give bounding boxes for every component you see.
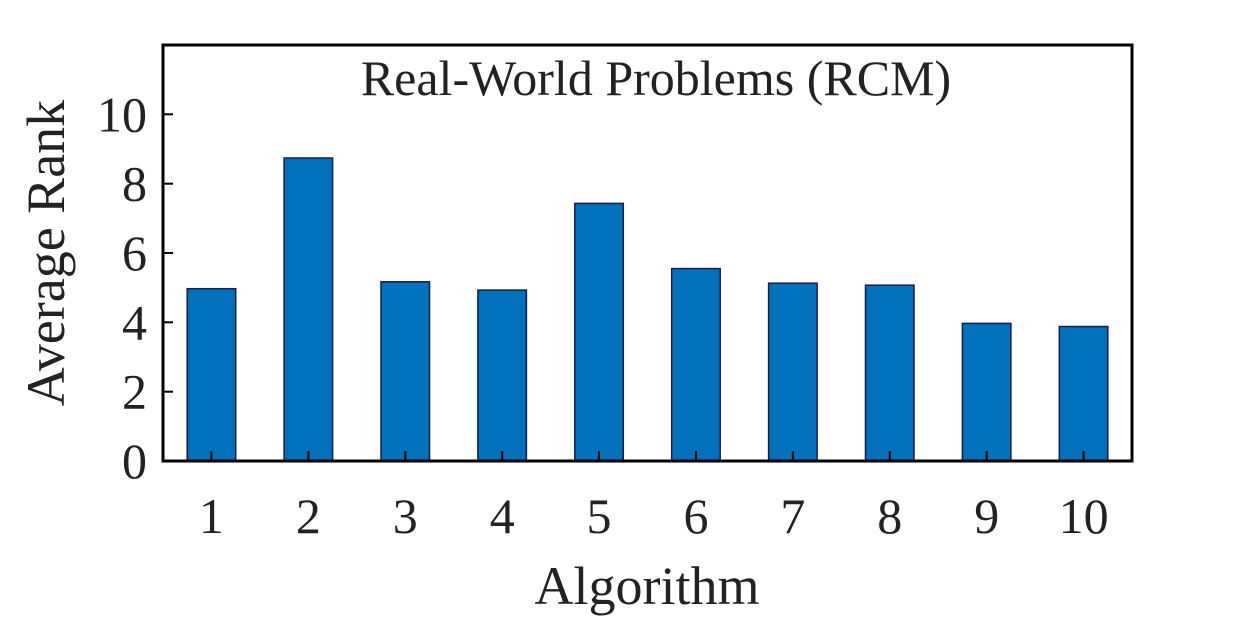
- x-tick-label: 3: [393, 488, 418, 544]
- chart-title: Real-World Problems (RCM): [361, 50, 951, 106]
- y-tick-label: 4: [122, 294, 147, 350]
- bar-algorithm-4: [477, 289, 528, 462]
- bar-algorithm-9: [961, 322, 1012, 462]
- x-tick-label: 2: [296, 488, 321, 544]
- ticks-group: 1 2 3 4 5 6 7 8 9 10 0 2 4 6 8 10: [97, 86, 1109, 544]
- x-tick-label: 5: [587, 488, 612, 544]
- x-axis-label: Algorithm: [535, 556, 760, 616]
- y-tick-label: 0: [122, 433, 147, 489]
- x-tick-label: 7: [780, 488, 805, 544]
- bar-algorithm-2: [283, 157, 334, 462]
- bar-algorithm-6: [670, 267, 721, 462]
- x-tick-label: 6: [684, 488, 709, 544]
- x-tick-label: 9: [974, 488, 999, 544]
- bar-algorithm-5: [574, 202, 625, 462]
- x-tick-label: 4: [490, 488, 515, 544]
- bar-algorithm-7: [767, 282, 818, 462]
- bar-algorithm-3: [380, 281, 431, 462]
- plot-frame: [161, 43, 1134, 463]
- bar-algorithm-10: [1058, 325, 1109, 462]
- bar-algorithm-8: [864, 284, 915, 462]
- y-tick-label: 6: [122, 225, 147, 281]
- y-tick-label: 8: [122, 156, 147, 212]
- x-tick-label: 10: [1059, 488, 1109, 544]
- x-tick-label: 1: [199, 488, 224, 544]
- y-axis-label: Average Rank: [16, 100, 76, 406]
- bars-group: [186, 157, 1109, 462]
- y-tick-label: 2: [122, 364, 147, 420]
- y-tick-label: 10: [97, 86, 147, 142]
- bar-algorithm-1: [186, 287, 237, 462]
- x-tick-label: 8: [877, 488, 902, 544]
